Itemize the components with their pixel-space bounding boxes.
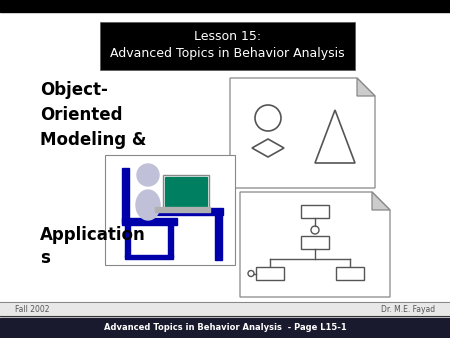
Bar <box>155 208 223 215</box>
Bar <box>168 225 173 257</box>
Polygon shape <box>230 78 375 188</box>
Text: Object-: Object- <box>40 81 108 99</box>
Text: Advanced Topics in Behavior Analysis  - Page L15-1: Advanced Topics in Behavior Analysis - P… <box>104 323 346 333</box>
Bar <box>100 22 355 70</box>
Bar <box>105 155 235 265</box>
Bar <box>125 255 173 259</box>
Bar <box>0 0 450 12</box>
Text: Fall 2002: Fall 2002 <box>15 305 50 314</box>
Text: s: s <box>40 249 50 267</box>
Bar <box>155 207 210 212</box>
Ellipse shape <box>136 190 160 220</box>
Circle shape <box>137 164 159 186</box>
Polygon shape <box>240 192 390 297</box>
Polygon shape <box>357 78 375 96</box>
Bar <box>165 177 207 207</box>
Bar <box>256 267 284 280</box>
Text: Lesson 15:: Lesson 15: <box>194 29 261 43</box>
Bar <box>163 175 209 209</box>
Text: Dr. M.E. Fayad: Dr. M.E. Fayad <box>381 305 435 314</box>
Bar <box>215 215 222 260</box>
Bar <box>301 205 329 218</box>
Bar <box>122 218 177 225</box>
Bar <box>301 236 329 249</box>
Bar <box>336 267 364 280</box>
Text: Modeling &: Modeling & <box>40 131 146 149</box>
Bar <box>0 12 450 302</box>
Bar <box>0 318 450 338</box>
Text: Oriented: Oriented <box>40 106 122 124</box>
Bar <box>122 168 129 223</box>
Text: Application: Application <box>40 226 146 244</box>
Bar <box>125 225 130 257</box>
Polygon shape <box>372 192 390 210</box>
Text: Advanced Topics in Behavior Analysis: Advanced Topics in Behavior Analysis <box>110 48 345 61</box>
